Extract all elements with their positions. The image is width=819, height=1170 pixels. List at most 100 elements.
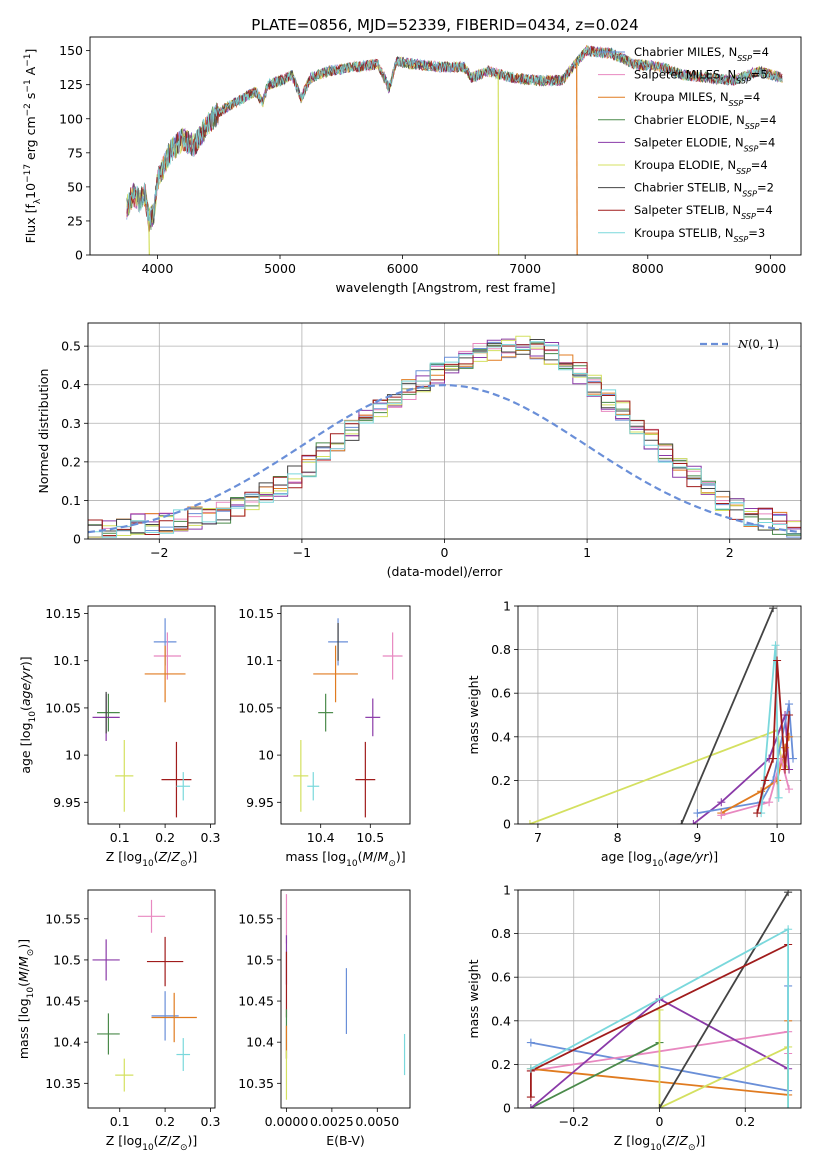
x-tick-label: 0.1 [110,830,130,845]
y-tick-label: 1 [503,599,511,614]
y-tick-label: 0.2 [491,1057,511,1072]
axes-frame [89,36,802,256]
series-marker [773,656,782,665]
panel-age-vs-Z: 0.1 0.2 0.3 9.95 10 10.05 10.1 10.15 Z [log10(Z/… [18,605,221,869]
y-tick-label: 0.6 [491,970,511,985]
y-axis-label: Normed distribution [36,369,51,494]
series-marker [789,754,798,763]
y-tick-label: 50 [67,179,83,194]
x-tick-label: 8000 [632,261,664,276]
x-tick-label: −0.2 [559,1114,589,1129]
series-marker [781,743,790,752]
series-group [525,606,798,824]
y-tick-label: 9.95 [246,795,274,810]
y-tick-label: 0.2 [61,454,81,469]
x-tick-label: 0 [441,545,449,560]
series-group [526,890,793,1108]
x-axis-label: Z [log10(Z/Z⊙)] [106,1133,198,1153]
y-tick-label: 0.5 [61,339,81,354]
spectrum-line [126,45,783,231]
x-axis-label: (data-model)/error [387,564,504,579]
series-marker [769,754,778,763]
y-tick-label: 10.15 [45,606,81,621]
y-tick-label: 10.5 [53,952,81,967]
series-marker [784,890,793,897]
series-marker [784,925,793,934]
histogram-steps [88,335,801,539]
x-tick-label: 9000 [754,261,786,276]
panel-age-vs-mass: 10.4 10.5 9.95 10 10.05 10.1 10.15 mass [log10(… [238,605,411,869]
x-tick-label: 6000 [387,261,419,276]
series-marker [785,700,794,709]
series-marker [774,793,783,802]
series-line [756,660,790,814]
series-line [721,755,790,817]
y-tick-label: 10.1 [53,653,81,668]
x-tick-label: 4000 [142,261,174,276]
y-tick-label: 10.15 [238,606,274,621]
axes-frame [87,889,216,1109]
y-tick-label: 0.1 [61,493,81,508]
series-line [530,1041,660,1108]
series-marker [689,820,698,824]
y-tick-label: 10.4 [246,1035,274,1050]
x-tick-label: 0.1 [110,1114,130,1129]
series-marker [717,798,726,807]
y-tick-label: 10 [258,748,274,763]
y-tick-label: 75 [67,145,83,160]
axes-frame [517,605,802,825]
series-line [658,891,789,1108]
series-marker [784,1104,793,1108]
x-tick-label: 0.2 [155,830,175,845]
panel-mass-vs-Z: 0.1 0.2 0.3 10.35 10.4 10.45 10.5 10.55 Z [log10… [16,889,221,1153]
y-tick-label: 0.3 [61,416,81,431]
x-tick-label: 0.2 [735,1114,755,1129]
axes-frame [517,889,802,1109]
x-tick-label: 5000 [264,261,296,276]
legend-label: Chabrier STELIB, NSSP=2 [634,181,774,199]
x-axis-label: E(B-V) [326,1133,365,1148]
x-tick-label: −1 [293,545,311,560]
panel-residual-histogram: −2 −1 0 1 2 0 0.1 0.2 0.3 0.4 0.5 N(0, 1) (data-mode… [36,322,802,579]
x-tick-label: 9 [693,830,701,845]
x-tick-label: 10.4 [307,830,335,845]
y-tick-label: 10.55 [45,911,81,926]
x-tick-label: 0.3 [201,830,221,845]
y-tick-label: 0 [75,248,83,263]
series-marker [655,1104,664,1108]
x-tick-label: 0.3 [201,1114,221,1129]
x-axis-label: wavelength [Angstrom, rest frame] [335,280,555,295]
panel-massweight-vs-Z: −0.2 0 0.2 0 0.2 0.4 0.6 0.8 1 Z [log10(Z/Z⊙)] mas… [466,883,802,1153]
legend-label: Kroupa MILES, NSSP=4 [634,90,760,108]
legend-label: Chabrier ELODIE, NSSP=4 [634,113,776,131]
series-marker [771,641,780,650]
y-tick-label: 10.45 [238,994,274,1009]
y-axis-label: Flux [fλ10−17 erg cm−2 s−1 A−1] [23,49,43,244]
y-tick-label: 10.35 [45,1076,81,1091]
y-tick-label: 125 [59,77,83,92]
series-marker [765,798,774,807]
axes-frame [280,605,411,825]
axes-frame [87,605,216,825]
y-tick-label: 0 [503,817,511,832]
x-tick-label: 0 [656,1114,664,1129]
legend-label: Salpeter ELODIE, NSSP=4 [634,135,775,153]
series-marker [717,811,726,820]
series-marker [525,820,534,824]
series-marker [526,1093,535,1102]
x-axis-label: mass [log10(M/M⊙)] [285,849,405,869]
series-marker [785,732,794,741]
figure-title: PLATE=0856, MJD=52339, FIBERID=0434, z=0… [251,16,638,34]
x-tick-label: 7000 [509,261,541,276]
y-tick-label: 10.55 [238,911,274,926]
series-marker [769,606,778,613]
series-marker [753,809,762,818]
y-tick-label: 10.4 [53,1035,81,1050]
y-tick-label: 10 [65,748,81,763]
y-tick-label: 10.05 [45,700,81,715]
x-tick-label: 7 [534,830,542,845]
x-tick-label: 8 [614,830,622,845]
y-tick-label: 10.5 [246,952,274,967]
series-line [529,729,790,824]
y-tick-label: 0.4 [491,729,511,744]
